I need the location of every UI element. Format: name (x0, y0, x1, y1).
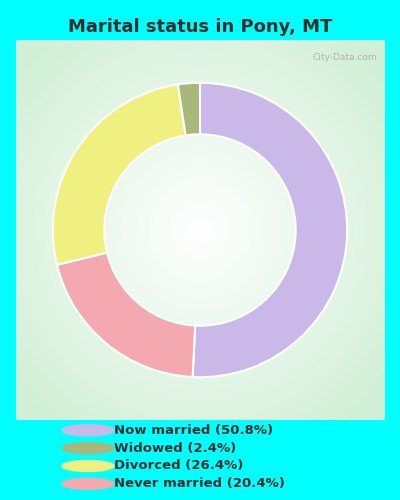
Text: Never married (20.4%): Never married (20.4%) (114, 478, 285, 490)
Circle shape (62, 425, 114, 436)
Wedge shape (53, 84, 186, 265)
Circle shape (62, 442, 114, 454)
Wedge shape (178, 83, 200, 136)
Text: Widowed (2.4%): Widowed (2.4%) (114, 442, 236, 454)
Wedge shape (193, 83, 347, 377)
Text: Divorced (26.4%): Divorced (26.4%) (114, 460, 243, 472)
Text: Now married (50.8%): Now married (50.8%) (114, 424, 273, 437)
Text: Marital status in Pony, MT: Marital status in Pony, MT (68, 18, 332, 36)
Wedge shape (57, 252, 195, 377)
Circle shape (62, 478, 114, 490)
Text: City-Data.com: City-Data.com (312, 54, 377, 62)
Circle shape (62, 460, 114, 471)
